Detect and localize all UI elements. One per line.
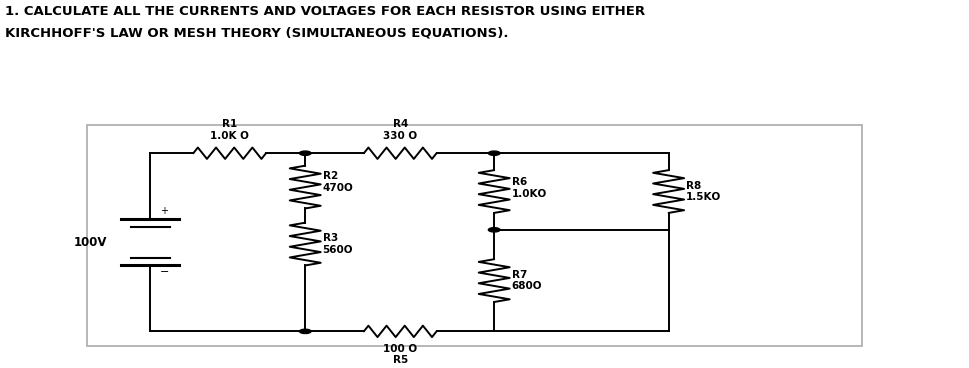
Circle shape [299, 151, 311, 155]
Text: −: − [160, 267, 170, 277]
Text: R7
680Ο: R7 680Ο [512, 270, 542, 291]
Text: R2
470Ο: R2 470Ο [323, 171, 354, 192]
Text: KIRCHHOFF'S LAW OR MESH THEORY (SIMULTANEOUS EQUATIONS).: KIRCHHOFF'S LAW OR MESH THEORY (SIMULTAN… [5, 27, 509, 40]
Circle shape [488, 151, 500, 155]
Text: R4
330 Ο: R4 330 Ο [383, 119, 418, 141]
Text: 1. CALCULATE ALL THE CURRENTS AND VOLTAGES FOR EACH RESISTOR USING EITHER: 1. CALCULATE ALL THE CURRENTS AND VOLTAG… [5, 6, 645, 18]
Text: R8
1.5KΟ: R8 1.5KΟ [686, 181, 721, 202]
Text: +: + [160, 206, 168, 216]
Text: 100V: 100V [74, 236, 107, 249]
Circle shape [488, 228, 500, 232]
Text: 100 Ο
R5: 100 Ο R5 [383, 344, 418, 365]
Text: R3
560Ο: R3 560Ο [323, 233, 353, 255]
Circle shape [299, 329, 311, 333]
Text: R1
1.0K Ο: R1 1.0K Ο [210, 119, 249, 141]
Text: R6
1.0KΟ: R6 1.0KΟ [512, 177, 547, 199]
